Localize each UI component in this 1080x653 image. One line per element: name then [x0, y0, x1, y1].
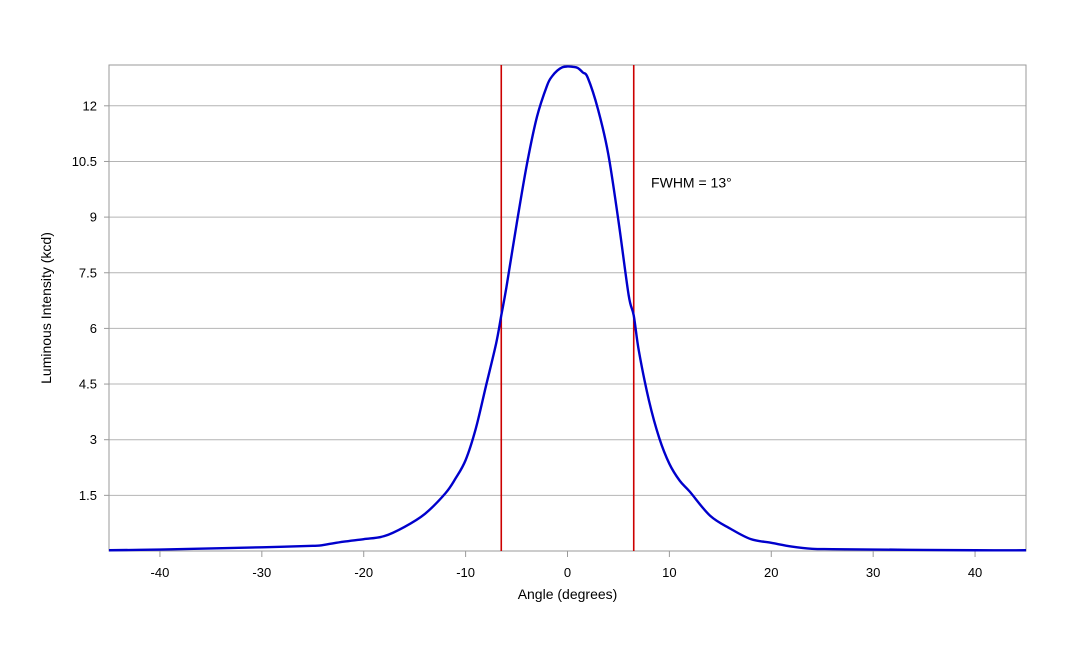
- x-tick-label: 0: [564, 565, 571, 580]
- x-tick-label: 30: [866, 565, 880, 580]
- y-tick-label: 12: [83, 98, 97, 113]
- y-tick-label: 4.5: [79, 377, 97, 392]
- fwhm-annotation: FWHM = 13°: [651, 174, 732, 190]
- x-tick-label: -30: [252, 565, 271, 580]
- gridlines: [109, 105, 1026, 496]
- x-tick-label: -10: [456, 565, 475, 580]
- y-tick-label: 7.5: [79, 265, 97, 280]
- x-tick-label: -40: [151, 565, 170, 580]
- y-tick-label: 6: [90, 321, 97, 336]
- y-tick-label: 9: [90, 210, 97, 225]
- intensity-curve: [108, 65, 1027, 552]
- series-lines: [108, 65, 1027, 552]
- x-tick-label: 10: [662, 565, 676, 580]
- fwhm-markers: [500, 65, 635, 551]
- y-axis-title: Luminous Intensity (kcd): [38, 232, 54, 384]
- x-tick-label: 40: [968, 565, 982, 580]
- y-tick-label: 3: [90, 432, 97, 447]
- plot-frame: [108, 64, 1027, 552]
- x-axis-title: Angle (degrees): [518, 586, 618, 602]
- x-tick-label: 20: [764, 565, 778, 580]
- y-tick-label: 1.5: [79, 488, 97, 503]
- axis-ticks: [104, 105, 976, 557]
- x-tick-label: -20: [354, 565, 373, 580]
- annotations: FWHM = 13°: [651, 174, 732, 190]
- y-tick-label: 10.5: [72, 154, 97, 169]
- tick-labels: 1.5 3 4.5 6 7.5 9 10.5 12 -40 -30 -20 -10 0 10 20 30 40: [72, 98, 983, 580]
